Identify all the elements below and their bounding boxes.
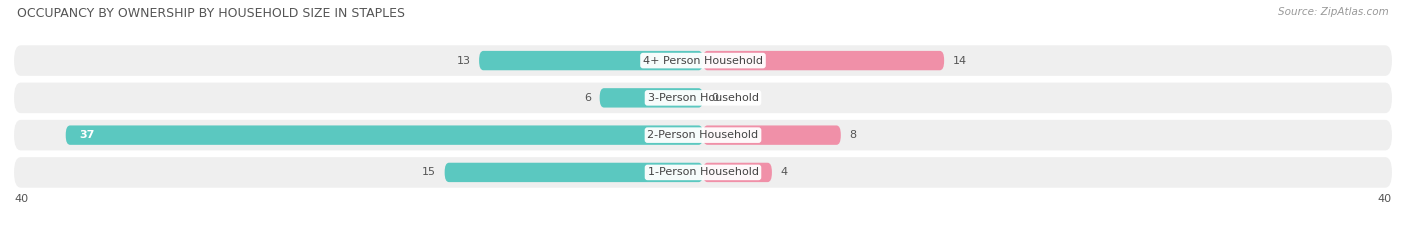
Text: 6: 6	[583, 93, 591, 103]
FancyBboxPatch shape	[14, 82, 1392, 113]
Text: OCCUPANCY BY OWNERSHIP BY HOUSEHOLD SIZE IN STAPLES: OCCUPANCY BY OWNERSHIP BY HOUSEHOLD SIZE…	[17, 7, 405, 20]
Text: 4+ Person Household: 4+ Person Household	[643, 56, 763, 65]
Text: 2-Person Household: 2-Person Household	[647, 130, 759, 140]
Text: Source: ZipAtlas.com: Source: ZipAtlas.com	[1278, 7, 1389, 17]
FancyBboxPatch shape	[444, 163, 703, 182]
Text: 0: 0	[711, 93, 718, 103]
Text: 3-Person Household: 3-Person Household	[648, 93, 758, 103]
FancyBboxPatch shape	[703, 163, 772, 182]
FancyBboxPatch shape	[14, 120, 1392, 151]
Text: 40: 40	[1378, 194, 1392, 204]
Text: 40: 40	[14, 194, 28, 204]
FancyBboxPatch shape	[599, 88, 703, 108]
Text: 1-Person Household: 1-Person Household	[648, 168, 758, 177]
Text: 15: 15	[422, 168, 436, 177]
FancyBboxPatch shape	[14, 157, 1392, 188]
Text: 13: 13	[457, 56, 471, 65]
FancyBboxPatch shape	[703, 125, 841, 145]
FancyBboxPatch shape	[703, 51, 945, 70]
Text: 14: 14	[953, 56, 967, 65]
FancyBboxPatch shape	[14, 45, 1392, 76]
Text: 37: 37	[80, 130, 94, 140]
Text: 8: 8	[849, 130, 856, 140]
FancyBboxPatch shape	[479, 51, 703, 70]
FancyBboxPatch shape	[66, 125, 703, 145]
Text: 4: 4	[780, 168, 787, 177]
